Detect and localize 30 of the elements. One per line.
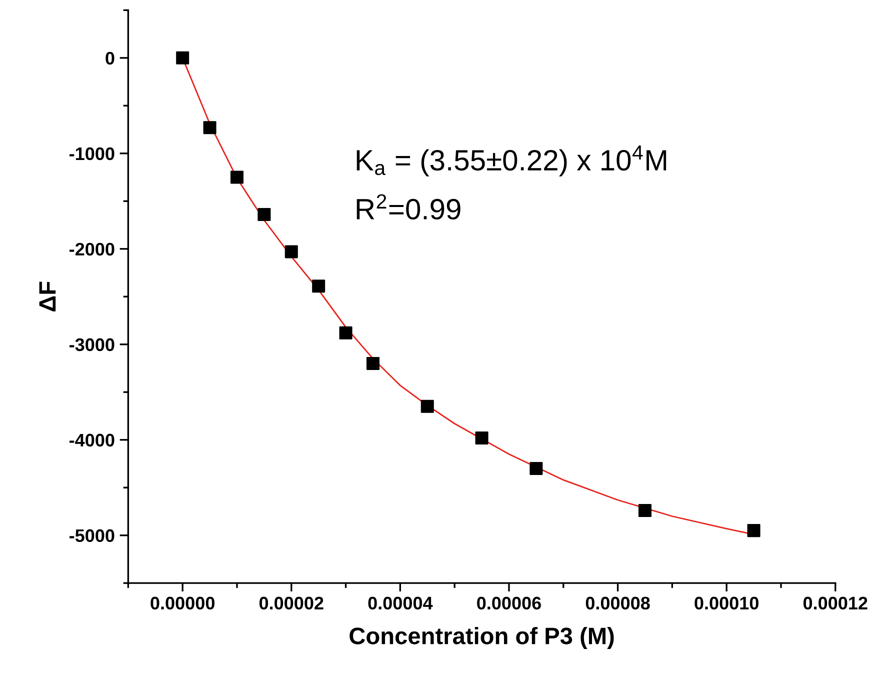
x-tick-label: 0.00000 bbox=[150, 596, 214, 610]
x-tick-label: 0.00006 bbox=[477, 596, 541, 610]
x-tick-label: 0.00008 bbox=[586, 596, 650, 610]
x-tick-label: 0.00012 bbox=[803, 596, 868, 610]
point bbox=[258, 208, 271, 222]
point bbox=[475, 431, 488, 444]
y-axis-title: ΔF bbox=[39, 282, 56, 312]
y-tick-label: -5000 bbox=[70, 529, 114, 542]
point bbox=[366, 356, 380, 370]
point bbox=[230, 170, 244, 184]
x-tick-label: 0.00010 bbox=[694, 596, 758, 610]
x-tick-label: 0.00002 bbox=[259, 596, 324, 610]
y-tick-label: -1000 bbox=[70, 147, 114, 160]
point bbox=[530, 462, 543, 476]
x-axis-title: Concentration of P3 (M) bbox=[350, 626, 614, 650]
point bbox=[339, 326, 352, 340]
point bbox=[638, 504, 652, 518]
point bbox=[176, 51, 190, 64]
y-tick-label: -2000 bbox=[70, 242, 114, 256]
y-tick-label: 0 bbox=[106, 52, 114, 65]
y-tick-label: -3000 bbox=[70, 338, 114, 352]
point bbox=[312, 280, 326, 293]
x-tick-label: 0.00004 bbox=[368, 596, 433, 610]
annotation: K$_{a}$ = (3.55±0.22) x 10$^{4}$M bbox=[356, 146, 666, 176]
point bbox=[203, 121, 216, 134]
point bbox=[284, 245, 298, 258]
point bbox=[420, 400, 434, 413]
annotation: R$^{2}$=0.99 bbox=[356, 194, 460, 220]
point bbox=[747, 524, 760, 538]
y-tick-label: -4000 bbox=[70, 434, 114, 447]
